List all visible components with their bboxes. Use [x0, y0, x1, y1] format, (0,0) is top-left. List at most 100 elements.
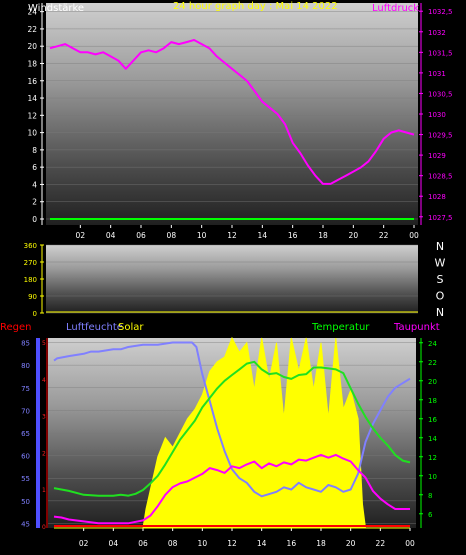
direction-tick-label: 90: [28, 293, 37, 301]
right-tick-label: 1031: [428, 70, 446, 78]
temperature-tick-label: 10: [428, 473, 437, 481]
humidity-tick-label: 75: [21, 385, 30, 393]
temperature-tick-label: 14: [428, 435, 437, 443]
x-tick-label: 20: [346, 539, 356, 548]
temperature-tick-label: 6: [428, 511, 433, 519]
right-axis-label: Luftdruck: [372, 3, 419, 14]
x-tick-label: 06: [136, 231, 146, 240]
x-tick-label: 20: [349, 231, 359, 240]
x-tick-label: 08: [168, 539, 178, 548]
direction-tick-label: 0: [33, 310, 37, 318]
right-tick-label: 1032,5: [428, 8, 453, 16]
pressure-wind-panel: [46, 3, 418, 225]
left-tick-label: 20: [27, 42, 37, 51]
x-tick-label: 12: [227, 231, 237, 240]
left-tick-label: 18: [27, 59, 37, 68]
direction-compass-label: N: [436, 240, 444, 253]
direction-compass-label: S: [437, 273, 444, 286]
x-tick-label: 16: [287, 539, 297, 548]
temperature-tick-label: 24: [428, 340, 437, 348]
direction-tick-label: 270: [24, 259, 37, 267]
temperature-tick-label: 8: [428, 492, 432, 500]
series-area-solar: [54, 336, 410, 529]
right-tick-label: 1029: [428, 152, 446, 160]
x-tick-label: 04: [109, 539, 119, 548]
x-tick-label: 02: [79, 539, 89, 548]
humidity-tick-label: 85: [21, 340, 30, 348]
regen-label: Regen: [0, 322, 32, 333]
right-tick-label: 1028: [428, 193, 446, 201]
chart-marks: 0246810121416182022241027,510281028,5102…: [21, 3, 453, 548]
direction-tick-label: 360: [24, 242, 37, 250]
left-axis-label: Windstärke: [28, 3, 84, 14]
chart-title: 24 hour graph day : Mai 14 2022: [173, 1, 338, 12]
humidity-tick-label: 50: [21, 498, 30, 506]
x-tick-label: 18: [318, 231, 328, 240]
right-tick-label: 1032: [428, 29, 446, 37]
solar-label: Solar: [118, 322, 144, 333]
humidity-tick-label: 80: [21, 362, 30, 370]
right-tick-label: 1030,5: [428, 90, 453, 98]
direction-compass-label: O: [436, 290, 445, 303]
direction-compass-label: N: [436, 306, 444, 319]
x-tick-label: 14: [257, 539, 267, 548]
left-tick-label: 0: [32, 215, 37, 224]
right-tick-label: 1027,5: [428, 214, 453, 222]
left-tick-label: 14: [27, 94, 37, 103]
left-tick-label: 8: [32, 146, 37, 155]
regen-tick-label: 2: [42, 450, 46, 457]
temperature-tick-label: 20: [428, 378, 437, 386]
left-tick-label: 22: [27, 25, 37, 34]
x-tick-label: 10: [198, 539, 208, 548]
left-tick-label: 2: [32, 198, 37, 207]
regen-tick-label: 4: [42, 377, 46, 384]
series-line-luftdruck: [49, 39, 415, 185]
temperature-tick-label: 18: [428, 397, 437, 405]
temperature-tick-label: 22: [428, 359, 437, 367]
x-tick-label: 22: [376, 539, 386, 548]
left-tick-label: 16: [27, 77, 37, 86]
x-tick-label: 00: [405, 539, 415, 548]
x-tick-label: 04: [106, 231, 116, 240]
x-tick-label: 14: [258, 231, 268, 240]
left-tick-label: 6: [32, 163, 37, 172]
humidity-tick-label: 45: [21, 520, 30, 528]
x-tick-label: 00: [409, 231, 419, 240]
x-tick-label: 08: [167, 231, 177, 240]
series-line-taupunkt: [53, 453, 410, 525]
humidity-tick-label: 60: [21, 453, 30, 461]
right-tick-label: 1029,5: [428, 132, 453, 140]
left-tick-label: 10: [27, 129, 37, 138]
temperature-tick-label: 16: [428, 416, 437, 424]
direction-compass-label: W: [435, 257, 446, 270]
regen-tick-label: 1: [42, 487, 46, 494]
humidity-tick-label: 55: [21, 475, 30, 483]
humidity-tick-label: 70: [21, 407, 30, 415]
regen-tick-label: 3: [42, 414, 46, 421]
regen-tick-label: 0: [42, 524, 46, 531]
luftfeuchte-label: Luftfeuchte: [66, 322, 123, 333]
right-tick-label: 1030: [428, 111, 446, 119]
left-tick-label: 24: [27, 8, 37, 17]
taupunkt-label: Taupunkt: [393, 322, 440, 333]
regen-tick-label: 5: [42, 340, 46, 347]
humidity-axis-bar: [36, 338, 40, 528]
series-line-luftfeuchte: [53, 341, 411, 498]
temperature-tick-label: 12: [428, 454, 437, 462]
x-tick-label: 02: [76, 231, 86, 240]
series-line-temperatur: [53, 360, 411, 497]
direction-tick-label: 180: [24, 276, 37, 284]
left-tick-label: 12: [27, 111, 37, 120]
x-tick-label: 10: [197, 231, 207, 240]
temperatur-label: Temperatur: [311, 322, 370, 333]
x-tick-label: 22: [379, 231, 389, 240]
x-tick-label: 12: [227, 539, 237, 548]
x-tick-label: 18: [316, 539, 326, 548]
humidity-tick-label: 65: [21, 430, 30, 438]
left-tick-label: 4: [32, 180, 37, 189]
right-tick-label: 1028,5: [428, 173, 453, 181]
x-tick-label: 06: [138, 539, 148, 548]
x-tick-label: 16: [288, 231, 298, 240]
